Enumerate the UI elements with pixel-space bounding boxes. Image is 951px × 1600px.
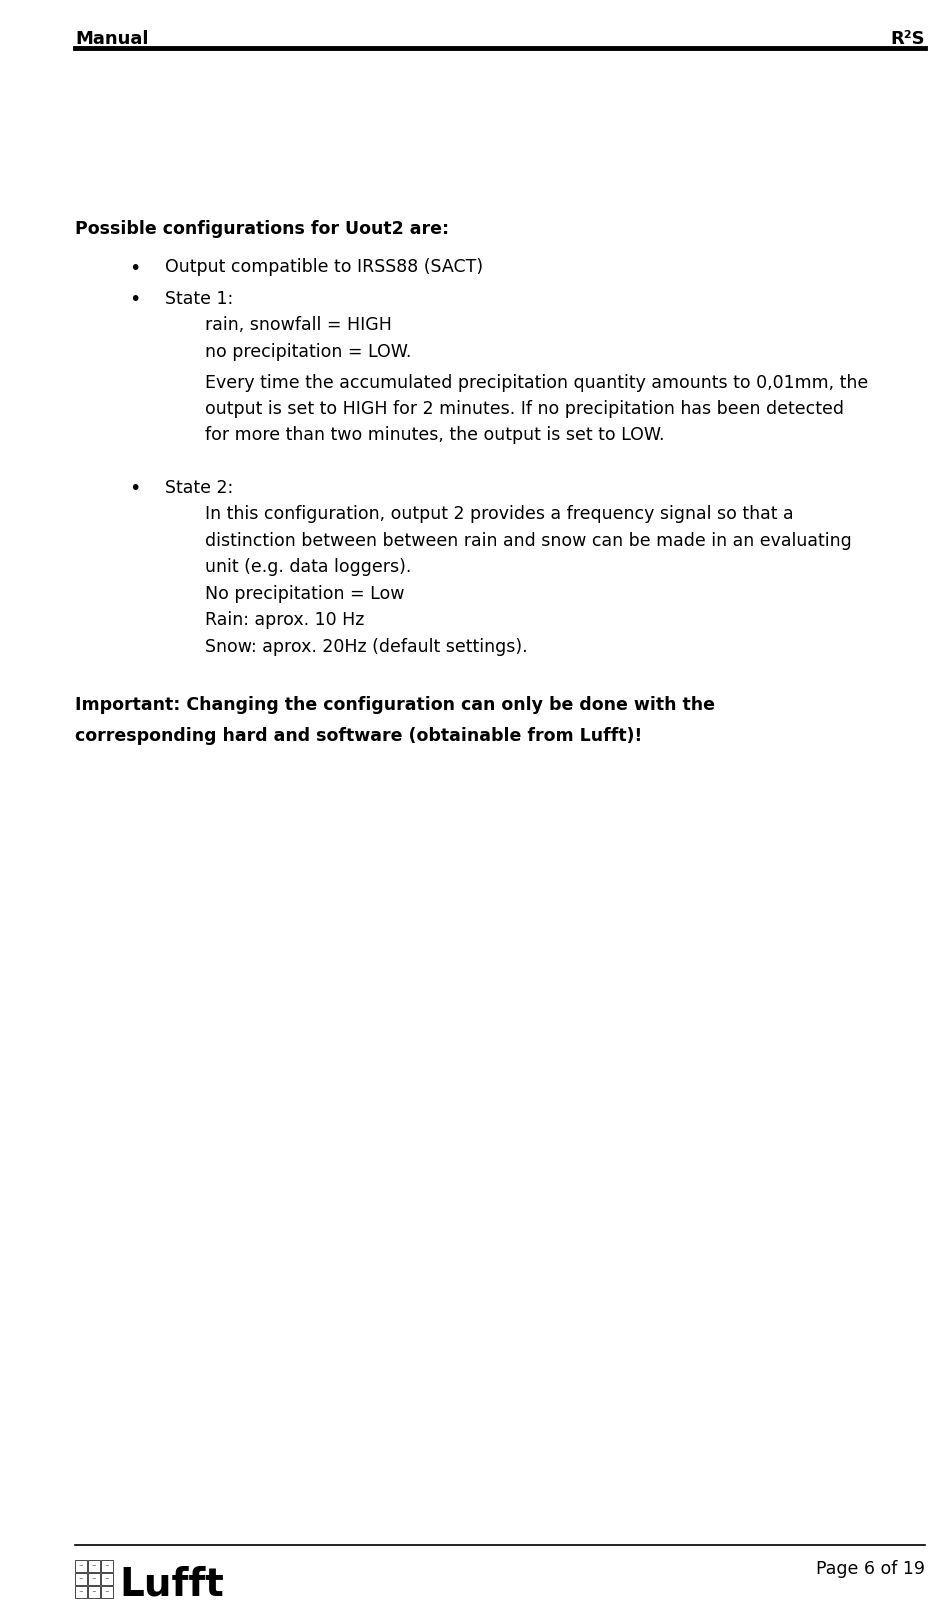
Text: ~: ~ <box>105 1576 109 1581</box>
Text: Every time the accumulated precipitation quantity amounts to 0,01mm, the: Every time the accumulated precipitation… <box>205 373 868 392</box>
Text: Rain: aprox. 10 Hz: Rain: aprox. 10 Hz <box>205 611 364 629</box>
Bar <box>88 1586 100 1598</box>
Text: State 1:: State 1: <box>165 290 233 307</box>
Text: distinction between between rain and snow can be made in an evaluating: distinction between between rain and sno… <box>205 531 852 549</box>
Text: •: • <box>129 290 141 309</box>
Bar <box>75 1573 87 1586</box>
Text: rain, snowfall = HIGH: rain, snowfall = HIGH <box>205 317 392 334</box>
Text: Snow: aprox. 20Hz (default settings).: Snow: aprox. 20Hz (default settings). <box>205 637 528 656</box>
Text: for more than two minutes, the output is set to LOW.: for more than two minutes, the output is… <box>205 427 665 445</box>
Text: unit (e.g. data loggers).: unit (e.g. data loggers). <box>205 558 412 576</box>
Text: Manual: Manual <box>75 30 148 48</box>
Text: output is set to HIGH for 2 minutes. If no precipitation has been detected: output is set to HIGH for 2 minutes. If … <box>205 400 844 418</box>
Text: ~: ~ <box>91 1563 96 1568</box>
Text: ~: ~ <box>91 1576 96 1581</box>
Text: Important: Changing the configuration can only be done with the: Important: Changing the configuration ca… <box>75 696 715 714</box>
Text: ~: ~ <box>79 1563 84 1568</box>
Text: No precipitation = Low: No precipitation = Low <box>205 584 404 603</box>
Bar <box>101 1560 113 1571</box>
Text: •: • <box>129 478 141 498</box>
Bar <box>75 1586 87 1598</box>
Text: Possible configurations for Uout2 are:: Possible configurations for Uout2 are: <box>75 219 449 238</box>
Text: ~: ~ <box>79 1576 84 1581</box>
Text: R²S: R²S <box>890 30 925 48</box>
Text: Output compatible to IRSS88 (SACT): Output compatible to IRSS88 (SACT) <box>165 259 483 277</box>
Text: ~: ~ <box>105 1563 109 1568</box>
Text: Lufft: Lufft <box>119 1565 223 1600</box>
Text: State 2:: State 2: <box>165 478 233 496</box>
Text: no precipitation = LOW.: no precipitation = LOW. <box>205 342 412 362</box>
Text: corresponding hard and software (obtainable from Lufft)!: corresponding hard and software (obtaina… <box>75 726 642 744</box>
Text: ~: ~ <box>79 1589 84 1595</box>
Bar <box>75 1560 87 1571</box>
Text: ~: ~ <box>105 1589 109 1595</box>
Text: •: • <box>129 259 141 277</box>
Bar <box>88 1573 100 1586</box>
Text: Page 6 of 19: Page 6 of 19 <box>816 1560 925 1578</box>
Text: In this configuration, output 2 provides a frequency signal so that a: In this configuration, output 2 provides… <box>205 506 794 523</box>
Bar <box>101 1573 113 1586</box>
Bar <box>88 1560 100 1571</box>
Text: ~: ~ <box>91 1589 96 1595</box>
Bar <box>101 1586 113 1598</box>
